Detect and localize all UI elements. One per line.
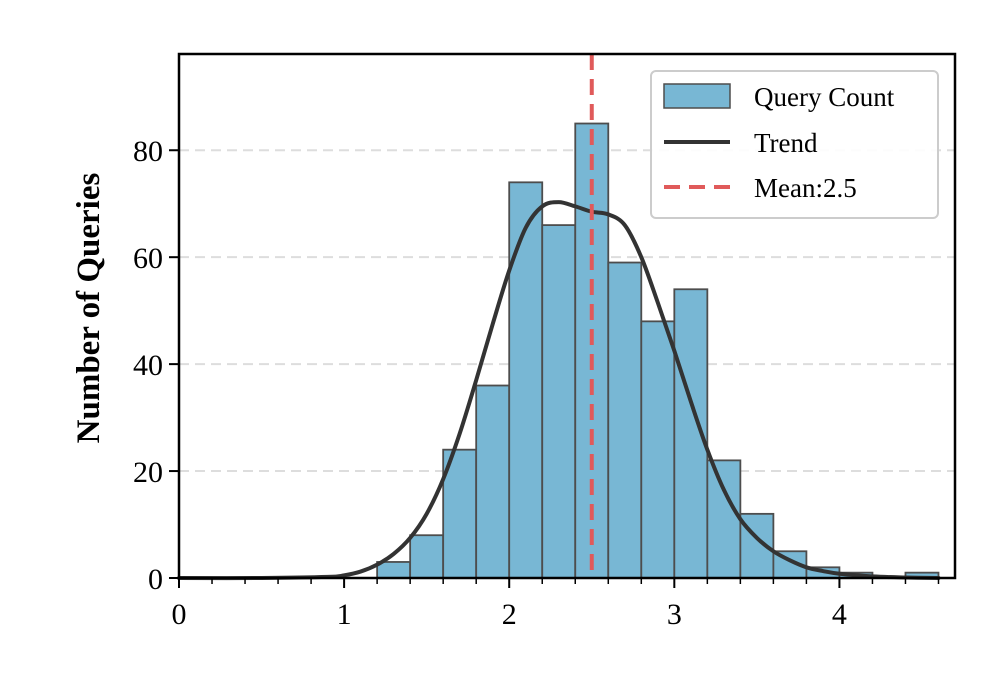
legend-label-query-count: Query Count xyxy=(754,82,895,112)
x-tick-label: 1 xyxy=(337,598,352,631)
y-tick-label: 20 xyxy=(133,456,163,489)
histogram-bar xyxy=(574,122,610,579)
legend-label-mean: Mean:2.5 xyxy=(754,173,857,203)
histogram-bar xyxy=(409,534,445,579)
histogram-bar xyxy=(541,224,577,579)
y-tick-label: 80 xyxy=(133,135,163,168)
histogram-bar xyxy=(508,181,544,579)
histogram-bar xyxy=(640,320,676,579)
histogram-bar xyxy=(475,384,511,579)
histogram-bar xyxy=(442,448,478,579)
histogram-bars xyxy=(376,122,940,579)
x-tick-label: 2 xyxy=(502,598,517,631)
axes-frame xyxy=(177,52,957,580)
legend-swatch-query-count xyxy=(663,83,731,109)
y-axis-ticks: 0 20 40 60 80 xyxy=(133,135,179,596)
histogram-bar xyxy=(376,561,412,579)
y-axis-label: Number of Queries xyxy=(71,172,107,443)
x-axis-ticks: 0 1 2 3 4 xyxy=(172,578,940,631)
x-tick-label: 4 xyxy=(832,598,847,631)
legend: Query Count Trend Mean:2.5 xyxy=(650,70,939,219)
legend-label-trend: Trend xyxy=(754,128,818,158)
x-tick-label: 0 xyxy=(172,598,187,631)
histogram-bar xyxy=(607,261,643,579)
histogram-bar xyxy=(706,459,742,579)
x-tick-label: 3 xyxy=(667,598,682,631)
y-tick-label: 40 xyxy=(133,349,163,382)
y-tick-label: 60 xyxy=(133,242,163,275)
y-tick-label: 0 xyxy=(148,563,163,596)
